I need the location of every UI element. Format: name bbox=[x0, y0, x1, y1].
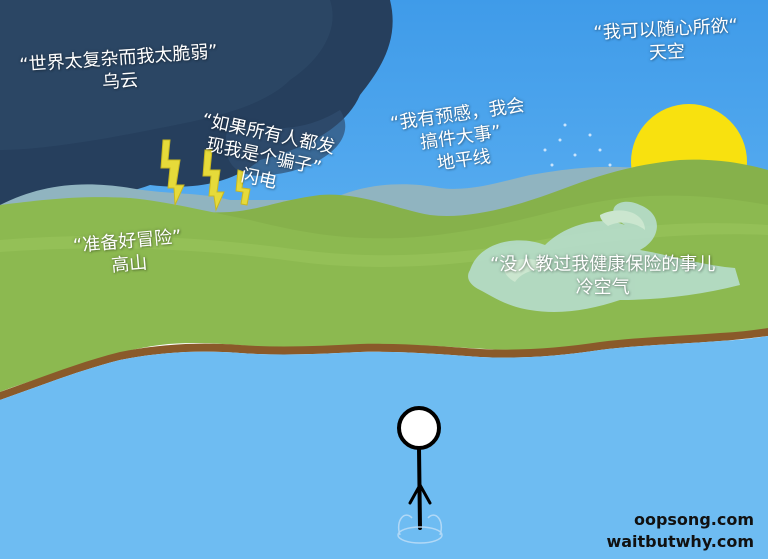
cold-air-name: 冷空气 bbox=[575, 277, 630, 298]
stick-figure-icon bbox=[397, 406, 441, 530]
credit-waitbutwhy: waitbutwhy.com bbox=[606, 532, 754, 551]
lightning-bolt-icon bbox=[160, 139, 251, 212]
mountain-label: “准备好冒险” 高山 bbox=[72, 225, 184, 280]
cold-wind-icon bbox=[468, 201, 740, 312]
cold-air-quote: “没人教过我健康保险的事儿 bbox=[490, 254, 716, 275]
cold-air-label: “没人教过我健康保险的事儿 冷空气 bbox=[490, 253, 715, 299]
sky-label: “我可以随心所欲“ 天空 bbox=[593, 14, 740, 68]
credit-oopsong: oopsong.com bbox=[633, 510, 754, 529]
shoreline bbox=[0, 328, 768, 400]
storm-cloud-icon bbox=[0, 0, 393, 210]
splash bbox=[397, 514, 443, 544]
water bbox=[0, 336, 768, 559]
